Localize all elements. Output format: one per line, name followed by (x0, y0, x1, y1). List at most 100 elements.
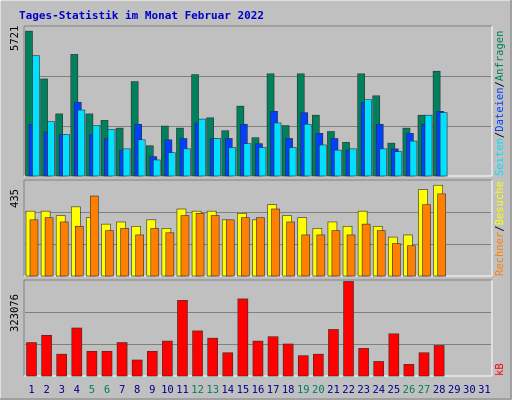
legend-files: Dateien (494, 87, 506, 131)
top-bar-pages-day-19 (303, 123, 312, 177)
bottom-bar-kbytes-day-21 (328, 329, 339, 377)
top-bar-pages-day-14 (228, 147, 237, 177)
x-label-day-30: 30 (463, 384, 476, 396)
bottom-bar-kbytes-day-1 (26, 342, 37, 377)
bottom-bar-kbytes-day-17 (267, 336, 279, 377)
middle-bar-sites-day-26 (407, 245, 416, 277)
middle-bar-sites-day-18 (286, 221, 295, 277)
top-bar-pages-day-21 (334, 149, 342, 177)
x-label-day-12: 12 (191, 384, 204, 396)
x-label-day-13: 13 (206, 384, 219, 396)
x-label-day-23: 23 (357, 384, 370, 396)
x-label-day-22: 22 (342, 384, 355, 396)
middle-bar-sites-day-7 (120, 228, 129, 277)
bottom-bar-kbytes-day-13 (207, 337, 218, 377)
x-axis-day-labels: 1 2 3 4 5 6 7 8 9 10 11 12 13 14 15 16 17 18 19 20 21 22 23 24 2… (28, 384, 490, 396)
x-label-day-14: 14 (221, 384, 234, 396)
bottom-bar-kbytes-day-2 (41, 334, 52, 377)
x-label-day-1: 1 (28, 384, 34, 396)
bottom-bar-kbytes-day-12 (192, 330, 203, 377)
middle-bar-sites-day-27 (422, 204, 431, 277)
top-bar-pages-day-18 (288, 147, 297, 177)
panel-visits-sites (23, 179, 493, 277)
bottom-bar-kbytes-day-15 (237, 298, 249, 377)
bottom-bar-kbytes-day-23 (358, 348, 369, 377)
top-bar-pages-day-2 (47, 121, 55, 177)
legend-hits: Anfragen (494, 31, 506, 82)
top-bar-pages-day-1 (32, 55, 40, 177)
x-label-day-24: 24 (372, 384, 385, 396)
middle-bar-sites-day-21 (331, 230, 341, 277)
middle-bar-sites-day-10 (165, 232, 175, 277)
top-bar-pages-day-12 (198, 118, 206, 177)
legend-sites: Rechner (494, 232, 506, 276)
top-bar-pages-day-23 (364, 99, 372, 177)
x-label-day-11: 11 (176, 384, 189, 396)
middle-bar-sites-day-5 (90, 195, 99, 277)
x-label-day-18: 18 (282, 384, 295, 396)
middle-bar-sites-day-15 (241, 217, 250, 277)
bottom-bar-kbytes-day-10 (162, 340, 173, 377)
x-label-day-27: 27 (418, 384, 431, 396)
top-bar-pages-day-9 (152, 159, 161, 177)
bottom-bar-kbytes-day-26 (403, 364, 415, 377)
middle-bar-sites-day-2 (44, 217, 54, 277)
bottom-bar-kbytes-day-5 (86, 350, 98, 377)
bottom-bar-kbytes-day-20 (313, 353, 324, 377)
x-label-day-21: 21 (327, 384, 340, 396)
middle-bar-sites-day-3 (59, 221, 69, 277)
legend-visits: Besuche (494, 181, 506, 225)
top-bar-pages-day-13 (213, 138, 221, 177)
y-max-label-top: 5721 (9, 26, 21, 51)
middle-bar-sites-day-25 (392, 243, 401, 277)
legend-sep-2: / (494, 81, 506, 87)
top-bar-pages-day-27 (424, 114, 433, 177)
x-label-day-31: 31 (478, 384, 491, 396)
legend-sep-3: / (494, 225, 506, 231)
middle-bar-sites-day-13 (210, 215, 220, 277)
x-label-day-4: 4 (74, 384, 80, 396)
x-label-day-17: 17 (267, 384, 280, 396)
middle-bar-sites-day-19 (301, 234, 311, 277)
legend-kbytes: kB (494, 363, 506, 376)
x-label-day-29: 29 (448, 384, 461, 396)
x-label-day-20: 20 (312, 384, 325, 396)
top-bar-pages-day-15 (243, 143, 252, 177)
legend-pages: Seiten (494, 138, 506, 176)
chart-title: Tages-Statistik im Monat Februar 2022 (19, 9, 264, 22)
x-label-day-10: 10 (161, 384, 174, 396)
legend-top: Seiten/Dateien/Anfragen (494, 31, 506, 176)
middle-bar-sites-day-11 (180, 215, 190, 277)
bottom-bar-kbytes-day-6 (101, 350, 113, 377)
panel-kbytes (23, 279, 493, 377)
legend-sep-1: / (494, 132, 506, 138)
top-bar-pages-day-10 (168, 152, 176, 177)
top-bar-pages-day-26 (409, 140, 418, 177)
middle-bar-sites-day-14 (225, 219, 235, 277)
bottom-bar-kbytes-day-16 (252, 340, 264, 377)
bottom-bar-kbytes-day-14 (222, 352, 234, 377)
top-bar-pages-day-5 (92, 125, 101, 177)
middle-bar-sites-day-17 (271, 208, 280, 277)
bottom-bar-kbytes-day-22 (343, 281, 354, 377)
x-label-day-8: 8 (134, 384, 140, 396)
x-label-day-9: 9 (149, 384, 155, 396)
middle-bar-sites-day-9 (150, 228, 160, 277)
middle-bar-sites-day-22 (346, 234, 356, 277)
top-bar-pages-day-20 (319, 144, 327, 177)
bottom-bar-kbytes-day-7 (116, 342, 128, 377)
top-bar-pages-day-7 (122, 148, 131, 177)
y-max-label-middle: 435 (9, 189, 21, 208)
top-bar-pages-day-3 (62, 134, 70, 177)
bottom-bar-kbytes-day-3 (56, 353, 67, 377)
bottom-bar-kbytes-day-25 (388, 333, 400, 377)
x-label-day-7: 7 (119, 384, 125, 396)
top-bar-pages-day-8 (137, 139, 146, 177)
top-bar-pages-day-28 (439, 112, 448, 177)
middle-bar-sites-day-23 (361, 223, 371, 277)
y-max-label-bottom: 323076 (9, 294, 21, 332)
bottom-bar-kbytes-day-24 (373, 361, 385, 377)
middle-bar-sites-day-8 (135, 234, 144, 277)
middle-bar-sites-day-16 (256, 217, 265, 277)
